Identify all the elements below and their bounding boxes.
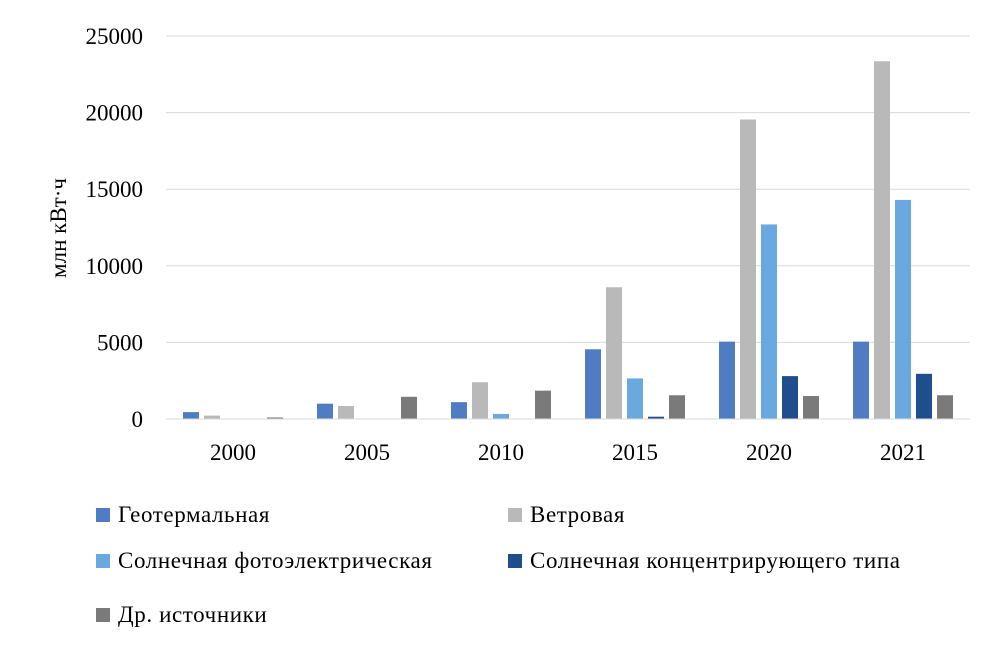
legend-swatch: [508, 554, 522, 568]
bar: [627, 378, 643, 419]
y-tick-label: 20000: [86, 101, 144, 126]
legend-swatch: [508, 508, 522, 522]
legend-item-other: Др. источники: [96, 602, 267, 628]
y-tick-label: 0: [132, 407, 144, 432]
bar: [267, 417, 283, 419]
bar: [585, 349, 601, 419]
legend-label: Солнечная концентрирующего типа: [530, 548, 901, 573]
bar: [740, 119, 756, 419]
bar: [493, 413, 509, 419]
legend-label: Геотермальная: [118, 502, 271, 527]
bar: [472, 382, 488, 419]
x-tick-label: 2005: [344, 440, 390, 465]
bar: [937, 395, 953, 419]
bar: [719, 341, 735, 419]
bar: [648, 416, 664, 419]
legend: Геотермальная Ветровая Солнечная фотоэле…: [96, 494, 996, 644]
bar: [761, 224, 777, 419]
y-tick-label: 5000: [97, 330, 143, 355]
y-tick-label: 15000: [86, 177, 144, 202]
y-tick-label: 10000: [86, 254, 144, 279]
legend-item-wind: Ветровая: [508, 502, 625, 528]
x-tick-label: 2021: [880, 440, 926, 465]
legend-item-solar-csp: Солнечная концентрирующего типа: [508, 548, 901, 574]
legend-item-geothermal: Геотермальная: [96, 502, 270, 528]
bar: [853, 341, 869, 419]
bar: [317, 403, 333, 419]
x-tick-label: 2015: [612, 440, 658, 465]
y-tick-label: 25000: [86, 24, 144, 49]
bar: [401, 396, 417, 419]
gridlines: [166, 35, 970, 343]
x-tick-label: 2010: [478, 440, 524, 465]
legend-label: Др. источники: [118, 602, 268, 627]
bar: [669, 395, 685, 419]
legend-label: Ветровая: [530, 502, 626, 527]
bar: [535, 390, 551, 419]
x-tick-label: 2000: [210, 440, 256, 465]
legend-swatch: [96, 608, 110, 622]
bar: [204, 415, 220, 419]
bar: [782, 376, 798, 419]
bar: [874, 61, 890, 419]
x-tick-label: 2020: [746, 440, 792, 465]
bar: [803, 396, 819, 419]
legend-swatch: [96, 554, 110, 568]
legend-item-solar-pv: Солнечная фотоэлектрическая: [96, 548, 433, 574]
bar: [606, 287, 622, 419]
bar: [451, 402, 467, 419]
legend-label: Солнечная фотоэлектрическая: [118, 548, 433, 573]
bar: [338, 405, 354, 419]
y-axis-label: млн кВт·ч: [46, 178, 71, 278]
bar: [183, 412, 199, 419]
bar: [895, 199, 911, 419]
bars: [183, 61, 953, 419]
legend-swatch: [96, 508, 110, 522]
bar: [916, 373, 932, 419]
x-axis-ticks: 2000 2005 2010 2015 2020 2021: [210, 440, 926, 465]
y-axis-ticks: 0 5000 10000 15000 20000 25000: [86, 24, 144, 432]
